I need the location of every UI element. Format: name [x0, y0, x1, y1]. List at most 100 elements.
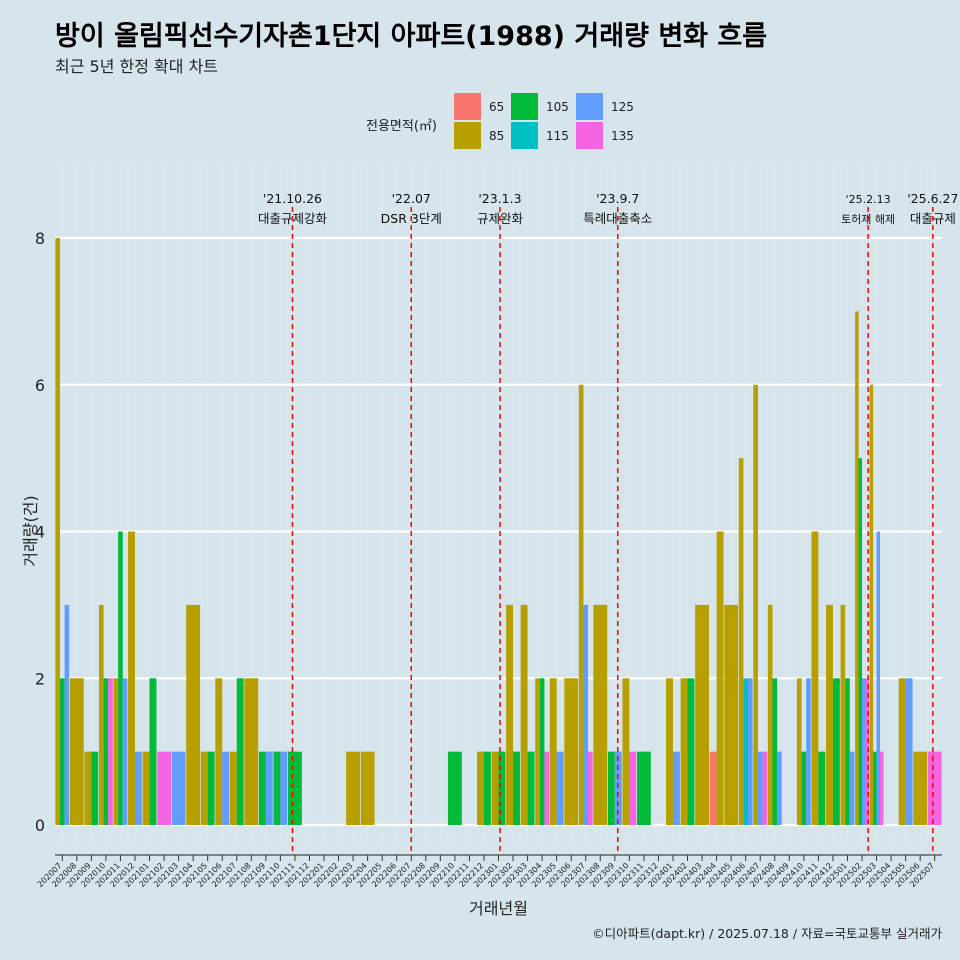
bar-202402-85 [680, 678, 688, 825]
bar-202501-125 [849, 751, 855, 825]
bar-202109-105 [258, 751, 266, 825]
bar-202309-125 [614, 751, 622, 825]
bar-202210-105 [447, 751, 462, 825]
bar-202102-135 [157, 751, 171, 825]
bar-202107-105 [236, 678, 244, 825]
legend-label-125: 125 [611, 99, 634, 114]
bar-202105-105 [207, 751, 215, 825]
bar-202410-85 [796, 678, 802, 825]
legend-item-115: 115 [511, 122, 569, 149]
event-label-5: 대출규제 [910, 211, 956, 226]
bar-202203-85 [346, 751, 360, 825]
source-caption: ©디아파트(dapt.kr) / 2025.07.18 / 자료=국토교통부 실… [592, 926, 942, 941]
event-date-2: '23.1.3 [478, 191, 521, 206]
legend-swatch-135 [576, 122, 603, 149]
bar-202308-85 [593, 604, 608, 825]
bar-202306-85 [564, 678, 579, 825]
event-label-1: DSR 3단계 [381, 211, 442, 226]
bar-202011-85 [113, 678, 119, 825]
legend-item-105: 105 [511, 93, 569, 120]
legend-swatch-105 [511, 93, 538, 120]
bar-202012-85 [128, 531, 135, 825]
bar-202406-115 [743, 678, 748, 825]
bar-202503-85 [869, 384, 874, 825]
event-date-4: '25.2.13 [846, 193, 891, 206]
bar-202011-105 [118, 531, 123, 825]
y-tick-label-0: 0 [35, 816, 45, 835]
bar-202011-125 [122, 678, 128, 825]
bar-202012-125 [134, 751, 142, 825]
bar-202010-85 [98, 604, 104, 825]
bar-202110-125 [280, 751, 288, 825]
bar-202010-135 [108, 678, 113, 825]
legend-swatch-65 [454, 93, 481, 120]
bar-202412-105 [832, 678, 840, 825]
bar-202303-105 [527, 751, 535, 825]
bar-202502-135 [865, 678, 869, 825]
event-date-0: '21.10.26 [263, 191, 322, 206]
bar-202111-105 [288, 751, 302, 825]
bar-202212-105 [483, 751, 491, 825]
bar-202410-125 [806, 678, 811, 825]
y-tick-label-6: 6 [35, 376, 45, 395]
event-date-5: '25.6.27 [907, 191, 958, 206]
bar-202309-105 [607, 751, 615, 825]
y-tick-label-8: 8 [35, 229, 45, 248]
bar-202502-125 [862, 678, 866, 825]
y-axis-title: 거래량(건) [21, 495, 40, 566]
bar-202401-125 [672, 751, 680, 825]
bar-202405-85 [724, 604, 739, 825]
bar-202305-125 [556, 751, 564, 825]
bar-202407-125 [757, 751, 763, 825]
bar-202506-85 [913, 751, 928, 825]
x-axis-title: 거래년월 [469, 899, 528, 918]
bar-202502-85 [855, 311, 859, 825]
legend-swatch-85 [454, 122, 481, 149]
bar-202503-135 [880, 751, 884, 825]
bar-202304-85 [535, 678, 540, 825]
bar-202301-105 [498, 751, 506, 825]
event-label-2: 규제완화 [477, 211, 524, 226]
bar-202502-105 [858, 458, 863, 825]
bar-202110-105 [273, 751, 281, 825]
bar-202009-105 [91, 751, 99, 825]
bar-202010-105 [103, 678, 109, 825]
bar-202507-135 [927, 751, 942, 825]
bar-202304-105 [539, 678, 545, 825]
bar-202107-85 [229, 751, 237, 825]
bar-202505-125 [905, 678, 913, 825]
bar-202307-135 [588, 751, 593, 825]
bar-202401-85 [666, 678, 673, 825]
bar-202406-85 [738, 458, 744, 825]
bar-202109-125 [265, 751, 273, 825]
bar-202305-85 [549, 678, 557, 825]
legend-label-115: 115 [546, 128, 569, 143]
bar-202503-105 [873, 751, 877, 825]
bar-202408-85 [767, 604, 773, 825]
bar-202007-85 [55, 238, 60, 825]
bar-202302-105 [513, 751, 520, 825]
legend-item-85: 85 [454, 122, 504, 149]
y-tick-label-4: 4 [35, 523, 45, 542]
event-label-4: 토허제 해제 [841, 212, 895, 226]
bar-202501-85 [840, 604, 846, 825]
chart-title: 방이 올림픽선수기자촌1단지 아파트(1988) 거래량 변화 흐름 [55, 21, 768, 52]
legend-label-85: 85 [489, 128, 505, 143]
bar-202404-85 [716, 531, 724, 825]
bar-202410-105 [801, 751, 807, 825]
bar-202105-85 [200, 751, 208, 825]
bar-202403-85 [695, 604, 709, 825]
bar-202310-85 [622, 678, 630, 825]
bar-202503-125 [876, 531, 881, 825]
event-date-1: '22.07 [392, 191, 431, 206]
y-tick-label-2: 2 [35, 669, 45, 688]
bar-202505-85 [898, 678, 906, 825]
legend-label-105: 105 [546, 99, 569, 114]
bar-202104-85 [186, 604, 201, 825]
bar-202303-85 [520, 604, 528, 825]
bar-202106-85 [215, 678, 223, 825]
legend-item-65: 65 [454, 93, 504, 120]
bar-202406-125 [747, 678, 753, 825]
event-label-3: 특례대출축소 [583, 211, 652, 226]
